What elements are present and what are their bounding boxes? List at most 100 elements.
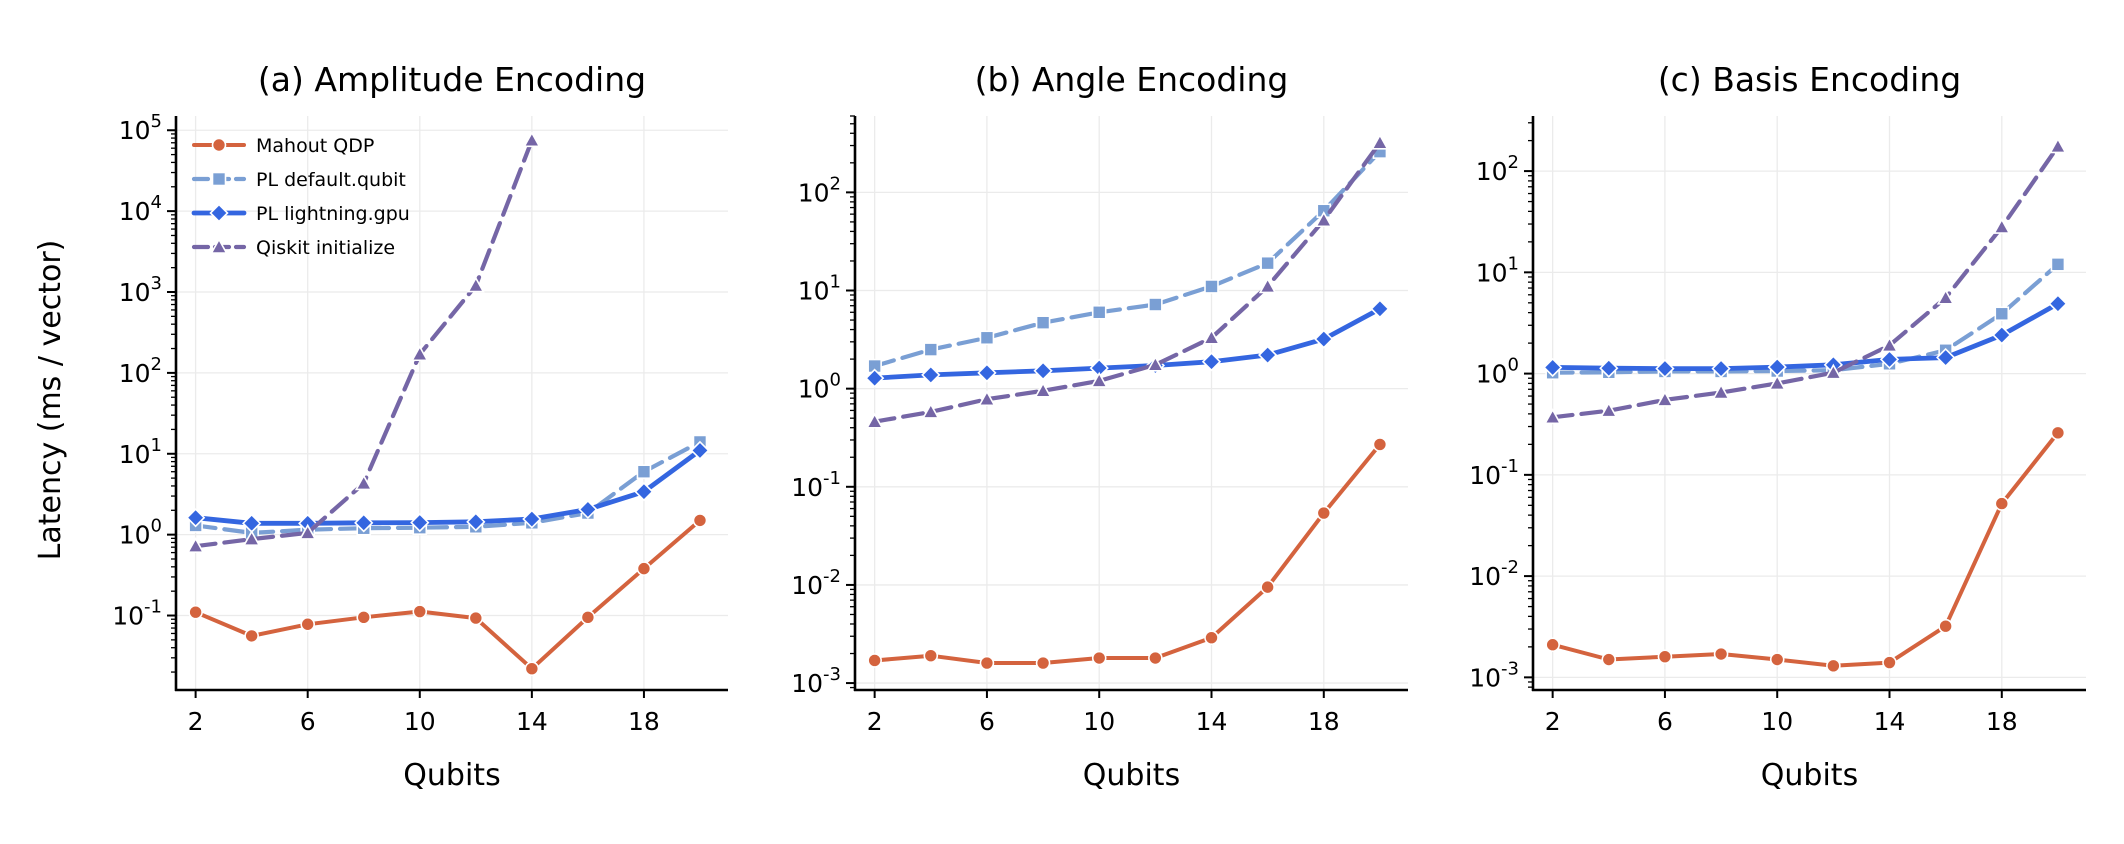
x-tick-label: 2 (867, 707, 883, 736)
qiskit-initialize-point (1824, 363, 1843, 380)
y-tick-label: 100 (119, 516, 162, 550)
panel-title: (a) Amplitude Encoding (258, 60, 646, 99)
pl-lightning-gpu-point (1370, 299, 1390, 319)
x-tick-label: 18 (628, 707, 660, 736)
x-axis-label: Qubits (1761, 758, 1858, 793)
x-tick-label: 10 (1761, 707, 1793, 736)
series-pl-lightning-gpu (865, 299, 1390, 388)
pl-lightning-gpu-point (1711, 358, 1731, 379)
pl-lightning-gpu-line (872, 306, 1383, 381)
pl-default-qubit-point (2050, 257, 2066, 272)
legend-marker (209, 203, 229, 223)
pl-lightning-gpu-point (2048, 294, 2068, 314)
legend-marker (211, 137, 227, 153)
y-tick-label: 102 (119, 354, 162, 388)
pl-default-qubit-point (1204, 279, 1219, 294)
series-pl-lightning-gpu (185, 440, 710, 533)
y-tick-label: 10-2 (1469, 557, 1519, 591)
mahout-qdp-point (1091, 650, 1107, 666)
y-tick-label: 10-1 (791, 468, 841, 502)
qiskit-initialize-point (1880, 336, 1899, 353)
y-tick-label: 101 (119, 435, 162, 469)
pl-default-qubit-point (1260, 255, 1275, 271)
mahout-qdp-point (524, 661, 540, 677)
pl-lightning-gpu-line (193, 447, 703, 526)
pl-lightning-gpu-point (865, 368, 885, 388)
pl-lightning-gpu-point (185, 508, 206, 528)
pl-lightning-gpu-point (1655, 358, 1675, 379)
series-pl-lightning-gpu (1543, 294, 2068, 379)
mahout-qdp-point (979, 655, 995, 671)
qiskit-initialize-point (298, 523, 317, 540)
pl-lightning-gpu-point (1879, 349, 1900, 370)
mahout-qdp-point (412, 604, 428, 619)
mahout-qdp-point (692, 513, 708, 528)
qiskit-initialize-line (872, 140, 1383, 424)
x-tick-label: 14 (1874, 707, 1906, 736)
pl-lightning-gpu-point (634, 482, 654, 502)
x-axis-label: Qubits (403, 758, 500, 793)
qiskit-initialize-point (1656, 390, 1674, 407)
legend-item-mahout-qdp: Mahout QDP (192, 135, 374, 157)
mahout-qdp-point (188, 604, 203, 620)
mahout-qdp-point (1713, 646, 1729, 662)
y-tick-label: 102 (1476, 152, 1519, 186)
pl-lightning-gpu-point (466, 512, 486, 532)
legend: Mahout QDP PL default.qubit PL lightning.g… (191, 135, 410, 259)
x-tick-label: 2 (188, 707, 204, 736)
qiskit-initialize-point (522, 131, 541, 148)
qiskit-initialize-point (354, 474, 373, 491)
mahout-qdp-line (872, 442, 1382, 665)
mahout-qdp-point (1204, 630, 1219, 645)
pl-default-qubit-point (979, 330, 995, 346)
y-tick-label: 100 (798, 370, 841, 404)
mahout-qdp-point (300, 616, 315, 632)
qiskit-initialize-point (1543, 408, 1562, 425)
panel-3: (c) Basis Encoding 2 6 10 14 18 10-3 10-2 10-1 10… (1469, 60, 2086, 793)
qiskit-initialize-point (978, 390, 996, 407)
mahout-qdp-point (1769, 652, 1785, 667)
pl-lightning-gpu-point (977, 363, 997, 383)
pl-lightning-gpu-point (921, 365, 941, 385)
series-pl-default-qubit (1545, 257, 2066, 381)
y-axis-label: Latency (ms / vector) (33, 240, 68, 561)
x-tick-label: 14 (516, 707, 548, 736)
x-tick-label: 18 (1986, 707, 2018, 736)
mahout-qdp-point (1372, 437, 1388, 452)
qiskit-initialize-point (186, 537, 205, 553)
pl-default-qubit-point (1148, 297, 1163, 312)
pl-lightning-gpu-point (1201, 352, 1222, 372)
mahout-qdp-point (244, 628, 259, 644)
pl-lightning-gpu-point (522, 509, 542, 529)
series-qiskit-initialize (186, 131, 541, 553)
pl-default-qubit-point (923, 342, 939, 357)
series-mahout-qdp (1545, 425, 2066, 674)
mahout-qdp-point (1826, 658, 1841, 674)
mahout-qdp-point (1035, 655, 1051, 671)
mahout-qdp-point (1938, 618, 1953, 634)
y-tick-label: 10-2 (791, 566, 841, 600)
series-qiskit-initialize (1543, 137, 2067, 425)
qiskit-initialize-point (1034, 381, 1052, 398)
x-tick-label: 10 (1083, 707, 1115, 736)
qiskit-initialize-point (466, 276, 485, 293)
x-tick-label: 6 (300, 707, 316, 736)
pl-lightning-gpu-point (1543, 357, 1563, 378)
pl-lightning-gpu-point (1936, 347, 1956, 368)
series-mahout-qdp (188, 513, 708, 677)
mahout-qdp-line (1550, 430, 2060, 668)
x-tick-label: 6 (1657, 707, 1673, 736)
pl-lightning-gpu-point (690, 440, 710, 461)
qiskit-initialize-point (865, 412, 884, 429)
x-tick-label: 18 (1308, 707, 1340, 736)
mahout-qdp-point (1316, 505, 1332, 521)
mahout-qdp-point (636, 561, 652, 576)
mahout-qdp-point (1994, 496, 2010, 511)
pl-lightning-gpu-point (1314, 329, 1334, 349)
mahout-qdp-point (1260, 579, 1275, 595)
pl-default-qubit-point (1994, 306, 2010, 322)
pl-default-qubit-point (636, 464, 652, 480)
pl-default-qubit-line (193, 439, 703, 536)
